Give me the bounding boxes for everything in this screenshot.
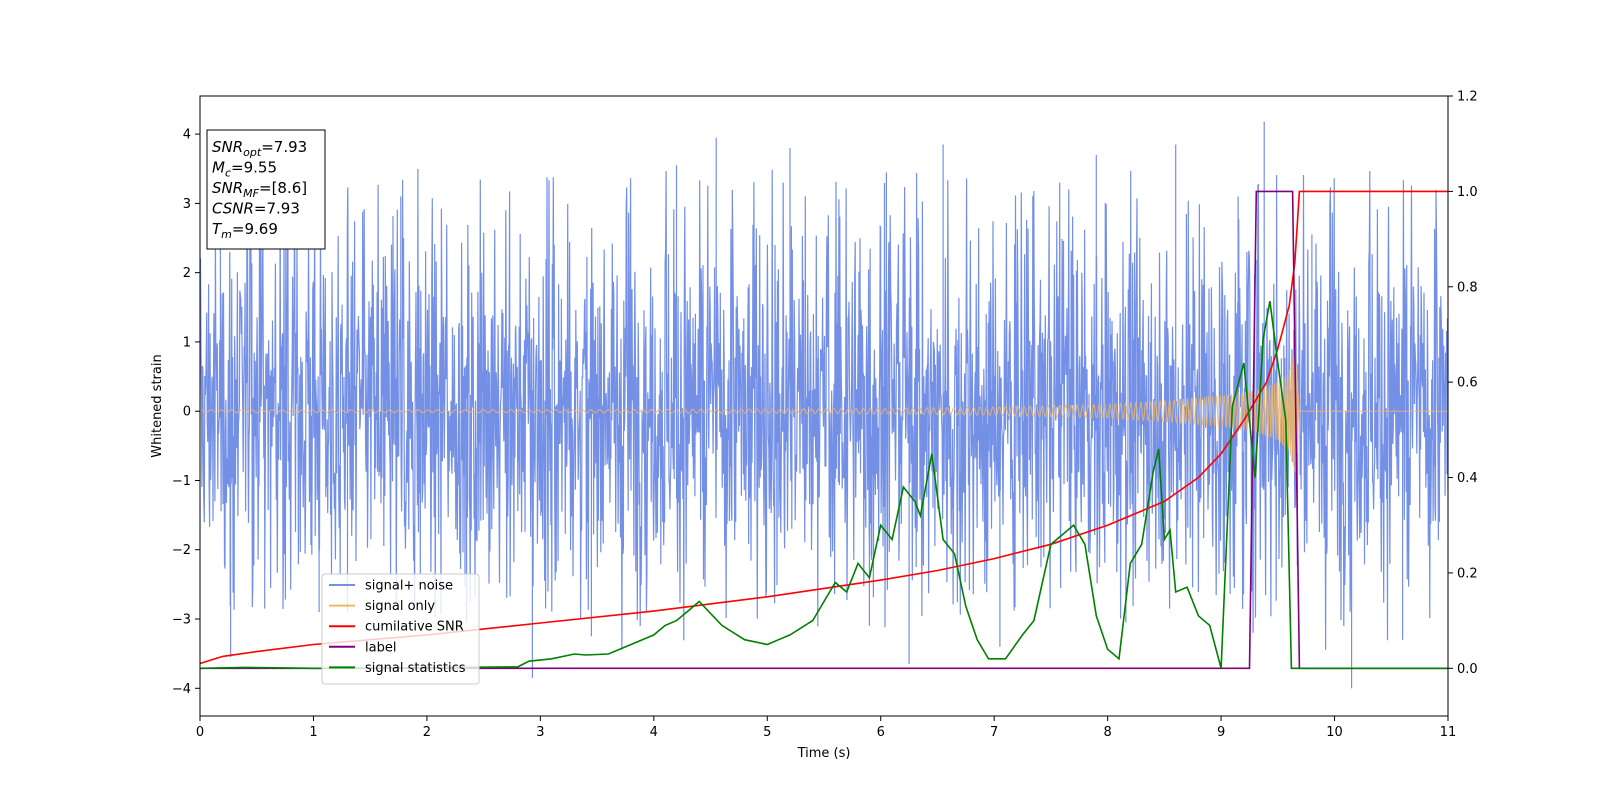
annotation-line: Mc=9.55 [212,159,277,180]
y-axis-left: 4 3 2 1 0 −1 −2 −3 −4 [172,128,200,697]
y2-tick-label: 0.0 [1457,662,1478,677]
y-tick-label: −4 [172,682,191,697]
plot-area [200,121,1448,689]
x-axis: 0 1 2 3 4 5 6 7 8 9 10 11 [196,716,1456,740]
y-tick-label: −3 [172,613,191,628]
y-tick-label: 0 [183,405,191,420]
y2-tick-label: 0.2 [1457,566,1478,581]
y2-tick-label: 0.6 [1457,376,1478,391]
x-tick-label: 7 [990,725,998,740]
x-tick-label: 8 [1103,725,1111,740]
annotation-line: Tm=9.69 [212,220,278,241]
x-tick-label: 4 [650,725,658,740]
legend-label: signal only [365,599,435,614]
annotation-frame [206,129,326,250]
y-tick-label: 1 [183,335,191,350]
legend-label: cumilative SNR [365,620,464,635]
x-tick-label: 1 [309,725,317,740]
x-tick-label: 11 [1440,725,1457,740]
y2-tick-label: 0.4 [1457,471,1478,486]
y-tick-label: −1 [172,474,191,489]
legend-label: signal statistics [365,661,466,676]
annotation-line: CSNR=7.93 [212,200,300,218]
series-signal-statistics [200,300,1448,670]
x-tick-label: 3 [536,725,544,740]
legend-label: label [365,640,396,655]
y-tick-label: 2 [183,266,191,281]
y-tick-label: −2 [172,543,191,558]
x-axis-label: Time (s) [797,746,851,761]
x-tick-label: 9 [1217,725,1225,740]
y-tick-label: 3 [183,197,191,212]
annotation-line: SNRMF=[8.6] [212,179,307,200]
x-tick-label: 2 [423,725,431,740]
y2-tick-label: 1.2 [1457,90,1478,105]
y2-tick-label: 0.8 [1457,280,1478,295]
x-tick-label: 0 [196,725,204,740]
legend: signal+ noise signal only cumilative SNR la… [321,573,480,685]
y2-tick-label: 1.0 [1457,185,1478,200]
plot-frame [199,95,1449,717]
legend-label: signal+ noise [365,579,453,594]
y-axis-label: Whitened strain [150,354,165,457]
annotation-line: SNRopt=7.93 [212,138,307,159]
x-tick-label: 10 [1326,725,1343,740]
series-signal-noise [200,121,1448,689]
y-axis-right: 1.2 1.0 0.8 0.6 0.4 0.2 0.0 [1448,90,1478,677]
x-tick-label: 5 [763,725,771,740]
y-tick-label: 4 [183,128,191,143]
x-tick-label: 6 [877,725,885,740]
legend-frame [321,573,480,685]
